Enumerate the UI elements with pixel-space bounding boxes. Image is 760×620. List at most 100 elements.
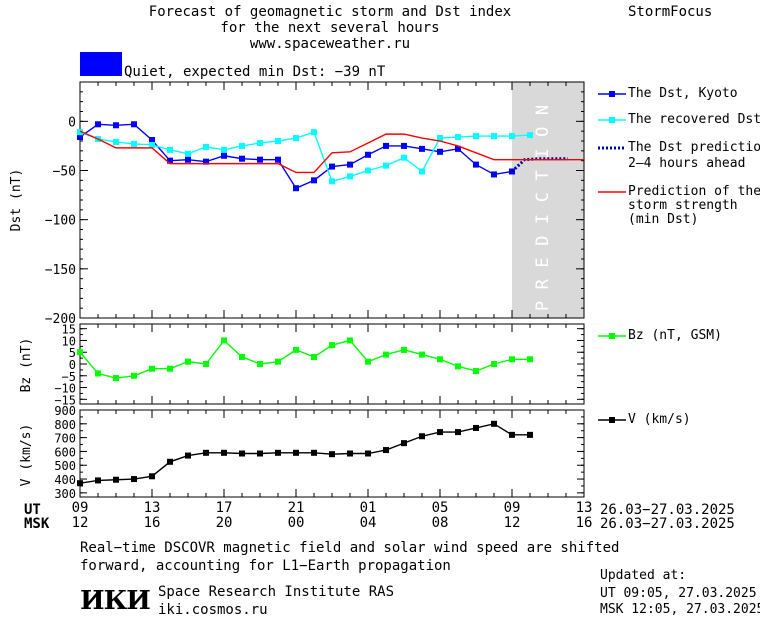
msk-axis-label: MSK bbox=[24, 516, 50, 532]
prediction-letter: P bbox=[533, 301, 553, 311]
data-point bbox=[473, 424, 479, 431]
data-point bbox=[383, 162, 389, 169]
data-point bbox=[311, 177, 317, 184]
data-point bbox=[383, 142, 389, 149]
legend-recovered-square bbox=[609, 117, 615, 123]
msk-tick-label: 12 bbox=[504, 515, 521, 531]
legend-dst-square bbox=[609, 91, 615, 97]
data-point bbox=[167, 146, 173, 153]
data-point bbox=[401, 346, 407, 353]
data-point bbox=[473, 161, 479, 168]
series-line-0-0 bbox=[79, 123, 513, 190]
data-point bbox=[419, 433, 425, 440]
data-point bbox=[149, 473, 155, 480]
data-point bbox=[437, 148, 443, 155]
prediction-band bbox=[512, 82, 584, 318]
y-tick-label: 0 bbox=[69, 358, 76, 372]
series-line-0-1 bbox=[79, 131, 531, 183]
data-point bbox=[401, 142, 407, 149]
data-point bbox=[131, 372, 137, 379]
data-point bbox=[311, 353, 317, 360]
data-point bbox=[455, 134, 461, 141]
data-point bbox=[311, 129, 317, 136]
data-point bbox=[203, 158, 209, 165]
data-point bbox=[113, 375, 119, 382]
data-point bbox=[311, 449, 317, 456]
data-point bbox=[491, 420, 497, 427]
data-point bbox=[401, 154, 407, 161]
ut-tick-label: 21 bbox=[288, 500, 305, 516]
y-tick-label: −200 bbox=[45, 312, 76, 327]
data-point bbox=[95, 370, 101, 377]
data-point bbox=[203, 143, 209, 150]
data-point bbox=[527, 431, 533, 438]
y-tick-label: 15 bbox=[62, 323, 76, 337]
data-point bbox=[455, 429, 461, 436]
data-point bbox=[167, 458, 173, 465]
status-swatch bbox=[80, 52, 122, 76]
y-tick-label: 900 bbox=[54, 404, 76, 418]
data-point bbox=[365, 450, 371, 457]
series-line-0-3 bbox=[79, 130, 584, 174]
data-point bbox=[491, 171, 497, 178]
data-point bbox=[221, 337, 227, 344]
series-line-1-0 bbox=[79, 339, 530, 379]
y-tick-label: −150 bbox=[45, 263, 76, 278]
prediction-letter: I bbox=[533, 148, 553, 158]
y-tick-label: 5 bbox=[69, 346, 76, 360]
data-point bbox=[347, 450, 353, 457]
data-point bbox=[365, 358, 371, 365]
data-point bbox=[149, 137, 155, 144]
y-tick-label: −15 bbox=[54, 393, 76, 407]
ut-tick-label: 17 bbox=[216, 500, 233, 516]
data-point bbox=[509, 431, 515, 438]
legend-bz-square bbox=[609, 333, 615, 339]
msk-tick-label: 20 bbox=[216, 515, 233, 531]
data-point bbox=[293, 185, 299, 192]
org-name: Space Research Institute RAS bbox=[158, 584, 395, 600]
data-point bbox=[167, 157, 173, 164]
prediction-letter: I bbox=[533, 214, 553, 224]
y-tick-label: 0 bbox=[68, 115, 76, 130]
y-tick-label: 700 bbox=[54, 432, 76, 446]
legend-prediction-label-2: 2–4 hours ahead bbox=[628, 156, 746, 171]
msk-tick-label: 12 bbox=[72, 515, 89, 531]
prediction-letter: T bbox=[533, 170, 553, 180]
data-point bbox=[203, 361, 209, 367]
data-point bbox=[275, 358, 281, 365]
msk-tick-label: 08 bbox=[432, 515, 449, 531]
y-tick-label: 10 bbox=[62, 334, 76, 348]
data-point bbox=[203, 449, 209, 456]
org-site[interactable]: iki.cosmos.ru bbox=[158, 602, 268, 618]
data-point bbox=[95, 477, 101, 484]
y-tick-label: 800 bbox=[54, 418, 76, 432]
legend-prediction-label-1: The Dst prediction bbox=[628, 140, 760, 155]
prediction-letter: E bbox=[533, 257, 553, 267]
data-point bbox=[455, 145, 461, 152]
y-tick-label: −100 bbox=[45, 214, 76, 229]
data-point bbox=[185, 150, 191, 157]
data-point bbox=[77, 129, 83, 136]
y-tick-label: −10 bbox=[54, 382, 76, 396]
data-point bbox=[77, 480, 83, 487]
data-point bbox=[221, 146, 227, 153]
ut-tick-label: 05 bbox=[432, 500, 449, 516]
data-point bbox=[113, 138, 119, 145]
data-point bbox=[437, 356, 443, 363]
footer-note-line-1: Real−time DSCOVR magnetic field and sola… bbox=[80, 540, 620, 556]
data-point bbox=[437, 429, 443, 436]
y-tick-label: 600 bbox=[54, 445, 76, 459]
data-point bbox=[473, 133, 479, 140]
ut-tick-label: 09 bbox=[72, 500, 89, 516]
ut-tick-label: 09 bbox=[504, 500, 521, 516]
panel-frame bbox=[79, 323, 585, 405]
panel-frame bbox=[79, 81, 585, 319]
status-text: Quiet, expected min Dst: −39 nT bbox=[124, 64, 386, 80]
y-axis-label: V (km/s) bbox=[19, 424, 34, 487]
data-point bbox=[257, 156, 263, 163]
data-point bbox=[491, 133, 497, 140]
data-point bbox=[149, 141, 155, 148]
msk-tick-label: 00 bbox=[288, 515, 305, 531]
data-point bbox=[113, 122, 119, 129]
